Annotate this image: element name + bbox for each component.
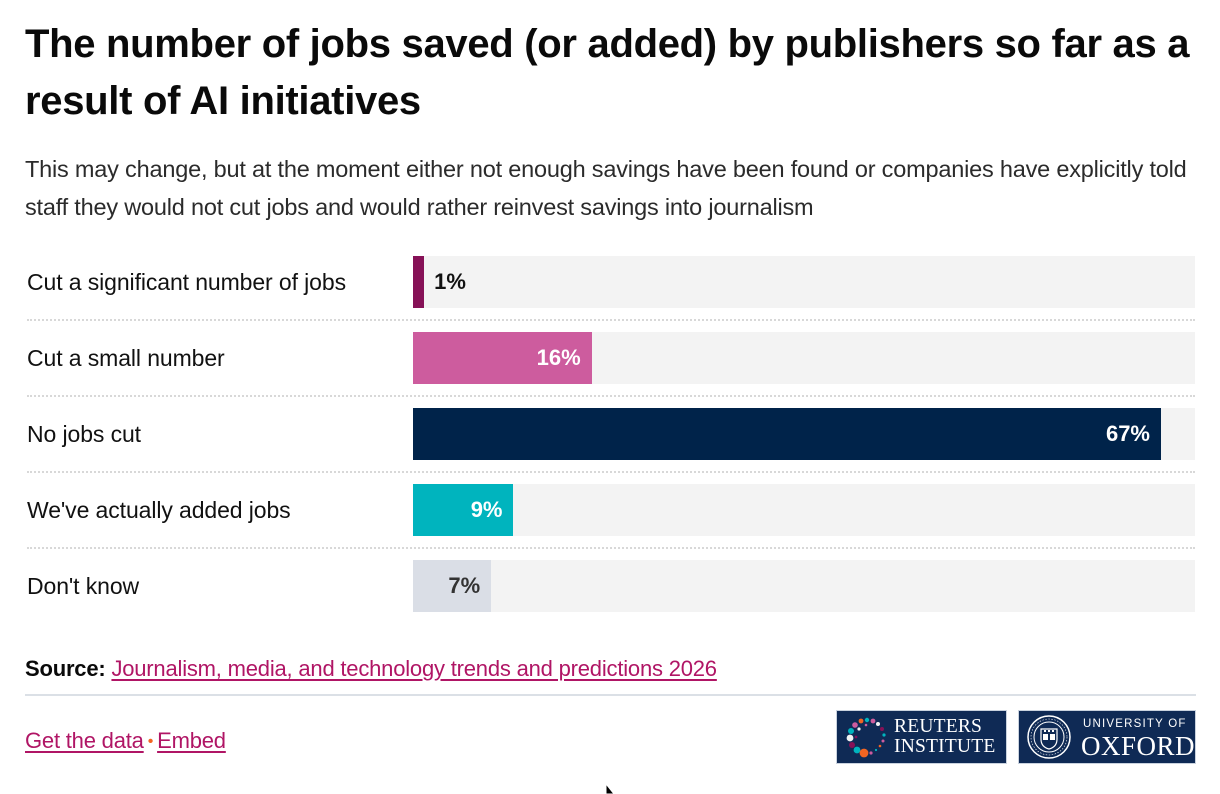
oxford-logo-small-text: UNIVERSITY OF: [1083, 718, 1187, 730]
bar-track: 16%: [413, 332, 1195, 384]
chart-title: The number of jobs saved (or added) by p…: [25, 22, 1190, 123]
get-the-data-link[interactable]: Get the data: [25, 728, 144, 753]
bar-value-label: 1%: [434, 269, 466, 294]
embed-link[interactable]: Embed: [157, 728, 226, 753]
bar-chart: Cut a significant number of jobs 1% Cut a …: [27, 256, 1195, 612]
row-separator: [27, 547, 1195, 549]
category-label: Cut a significant number of jobs: [27, 269, 346, 295]
oxford-crest-icon: [1027, 715, 1071, 759]
source-label: Source:: [25, 656, 106, 681]
category-label: Don't know: [27, 573, 140, 599]
reuters-logo-line2: INSTITUTE: [894, 736, 996, 757]
reuters-logo-text: REUTERS INSTITUTE: [894, 717, 995, 757]
bar-track: 9%: [413, 484, 1195, 536]
bar: [413, 560, 492, 612]
bar: [413, 256, 425, 308]
row-separator: [27, 395, 1195, 397]
bar-value-label: 9%: [470, 497, 503, 522]
category-label: No jobs cut: [27, 421, 141, 447]
bar: [413, 484, 514, 536]
chart-subtitle: This may change, but at the moment eithe…: [25, 156, 1187, 220]
bullet-separator: •: [147, 733, 154, 750]
bar-value-label: 16%: [536, 345, 581, 370]
reuters-logo-line1: REUTERS: [894, 716, 983, 737]
bar-track: 1%: [413, 256, 1195, 308]
bar-value-label: 67%: [1105, 421, 1150, 446]
footer-links: Get the data • Embed: [25, 727, 226, 756]
source-link[interactable]: Journalism, media, and technology trends…: [111, 656, 717, 681]
university-of-oxford-logo[interactable]: UNIVERSITY OF OXFORD: [1018, 710, 1196, 764]
dots-circle-icon: [846, 717, 886, 758]
oxford-logo-big-text: OXFORD: [1081, 731, 1196, 761]
mouse-cursor-icon: [605, 784, 615, 794]
bar: [413, 332, 592, 384]
category-label: Cut a small number: [27, 345, 225, 371]
bar: [413, 408, 1161, 460]
footer-divider: [25, 694, 1196, 696]
row-separator: [27, 471, 1195, 473]
source-line: Source: Journalism, media, and technolog…: [25, 655, 717, 683]
category-label: We've actually added jobs: [27, 497, 291, 523]
row-separator: [27, 319, 1195, 321]
bar-value-label: 7%: [448, 573, 481, 598]
reuters-institute-logo[interactable]: REUTERS INSTITUTE: [836, 710, 1007, 764]
bar-track: 67%: [413, 408, 1195, 460]
bar-track: 7%: [413, 560, 1195, 612]
